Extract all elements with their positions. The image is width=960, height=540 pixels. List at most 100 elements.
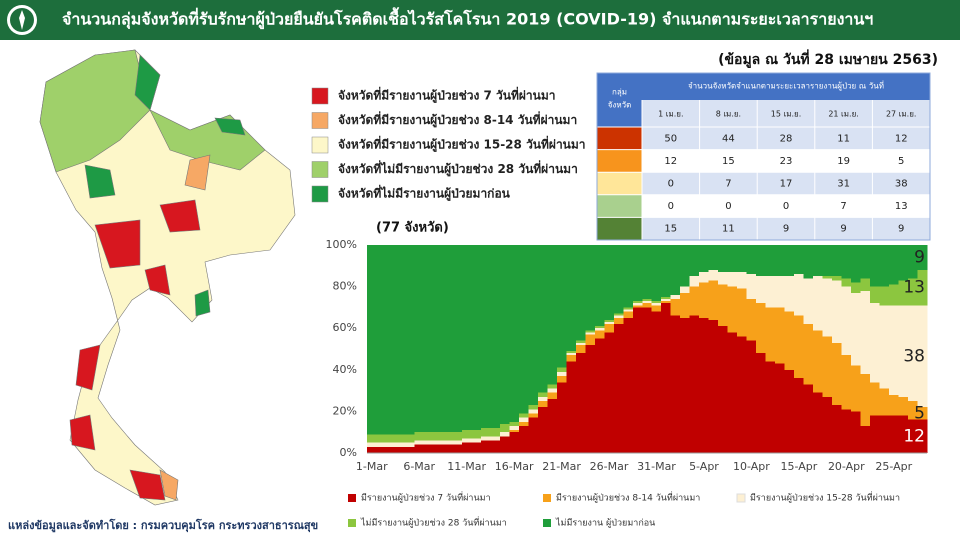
area-segment bbox=[803, 245, 814, 279]
area-segment bbox=[642, 303, 653, 308]
area-segment bbox=[661, 301, 672, 304]
table-group-swatch bbox=[597, 217, 642, 240]
area-segment bbox=[794, 245, 805, 275]
legend-swatch bbox=[311, 185, 329, 203]
map-green-4 bbox=[194, 289, 211, 317]
area-segment bbox=[737, 245, 748, 273]
table-date: 21 เม.ย. bbox=[828, 110, 859, 119]
area-segment bbox=[889, 415, 900, 453]
legend-label: จังหวัดที่ไม่มีรายงานผู้ป่วยช่วง 28 วันท… bbox=[338, 160, 578, 177]
area-segment bbox=[613, 245, 624, 314]
area-segment bbox=[651, 305, 662, 312]
area-segment bbox=[585, 334, 596, 345]
area-segment bbox=[870, 245, 881, 287]
area-segment bbox=[480, 245, 491, 429]
legend-label: จังหวัดที่มีรายงานผู้ป่วยช่วง 15-28 วันท… bbox=[338, 136, 586, 153]
area-segment bbox=[737, 336, 748, 453]
area-segment bbox=[499, 436, 510, 453]
area-segment bbox=[585, 344, 596, 453]
area-segment bbox=[889, 245, 900, 285]
area-segment bbox=[623, 309, 634, 312]
area-segment bbox=[585, 245, 596, 331]
area-segment bbox=[575, 342, 586, 345]
x-tick-label: 21-Mar bbox=[542, 460, 581, 473]
legend-label: จังหวัดที่ไม่มีรายงานผู้ป่วยมาก่อน bbox=[338, 185, 511, 202]
area-segment bbox=[461, 438, 473, 443]
area-segment bbox=[404, 442, 416, 447]
area-segment bbox=[794, 378, 805, 453]
area-segment bbox=[708, 245, 719, 270]
legend-swatch bbox=[311, 161, 329, 178]
area-segment bbox=[908, 401, 919, 420]
area-segment bbox=[433, 245, 444, 433]
area-segment bbox=[879, 305, 890, 389]
area-segment bbox=[651, 301, 662, 304]
area-segment bbox=[879, 245, 890, 287]
area-segment bbox=[461, 442, 473, 453]
area-segment bbox=[708, 319, 719, 453]
area-segment bbox=[490, 245, 501, 429]
area-segment bbox=[879, 286, 890, 306]
area-segment bbox=[632, 305, 643, 308]
x-tick-label: 10-Apr bbox=[733, 460, 770, 473]
area-segment bbox=[385, 434, 397, 443]
area-segment bbox=[585, 330, 596, 333]
area-segment bbox=[452, 432, 463, 441]
area-segment bbox=[404, 245, 416, 435]
area-segment bbox=[566, 361, 577, 453]
area-segment bbox=[661, 297, 672, 300]
source-note: แหล่งข้อมูลและจัดทำโดย : กรมควบคุมโรค กร… bbox=[8, 518, 318, 533]
area-segment bbox=[765, 276, 776, 308]
legend-swatch bbox=[311, 136, 329, 154]
area-segment bbox=[537, 407, 548, 453]
area-segment bbox=[917, 305, 928, 408]
table-row-bg bbox=[642, 217, 930, 240]
table-group-header: กลุ่ม bbox=[612, 88, 627, 97]
map-green-3 bbox=[214, 117, 246, 136]
area-segment bbox=[699, 282, 710, 318]
area-segment bbox=[367, 442, 378, 447]
area-segment bbox=[718, 245, 729, 273]
area-segment bbox=[395, 446, 406, 453]
area-segment bbox=[803, 384, 814, 453]
legend-swatch bbox=[348, 494, 356, 502]
area-segment bbox=[575, 340, 586, 343]
area-segment bbox=[423, 444, 435, 453]
area-segment bbox=[376, 442, 387, 447]
area-segment bbox=[547, 245, 558, 385]
table-cell: 31 bbox=[837, 179, 850, 190]
area-segment bbox=[746, 340, 757, 453]
x-tick-label: 25-Apr bbox=[875, 460, 912, 473]
area-segment bbox=[870, 303, 881, 383]
area-segment bbox=[851, 411, 862, 453]
area-segment bbox=[594, 245, 605, 327]
area-segment bbox=[452, 440, 463, 445]
area-segment bbox=[423, 432, 435, 441]
area-segment bbox=[604, 324, 615, 333]
area-segment bbox=[898, 305, 909, 397]
area-segment bbox=[737, 288, 748, 337]
y-tick-label: 60% bbox=[333, 321, 357, 334]
area-segment bbox=[480, 440, 491, 453]
area-segment bbox=[898, 396, 909, 416]
area-segment bbox=[746, 274, 757, 300]
map-green-2 bbox=[84, 164, 116, 199]
table-cell: 0 bbox=[668, 201, 674, 212]
legend-label: ไม่มีรายงานผู้ป่วยช่วง 28 วันที่ผ่านมา bbox=[360, 516, 507, 529]
area-segment bbox=[813, 276, 824, 331]
area-segment bbox=[727, 245, 738, 273]
area-segment bbox=[756, 353, 767, 453]
area-segment bbox=[879, 415, 890, 453]
area-segment bbox=[452, 245, 463, 433]
area-segment bbox=[547, 398, 558, 453]
table-group-swatch bbox=[597, 172, 642, 195]
area-segment bbox=[841, 245, 852, 279]
area-segment bbox=[889, 394, 900, 416]
area-segment bbox=[471, 245, 482, 431]
table-cell: 12 bbox=[664, 156, 677, 167]
area-segment bbox=[917, 245, 928, 270]
y-tick-label: 20% bbox=[333, 404, 357, 417]
area-segment bbox=[708, 280, 719, 320]
